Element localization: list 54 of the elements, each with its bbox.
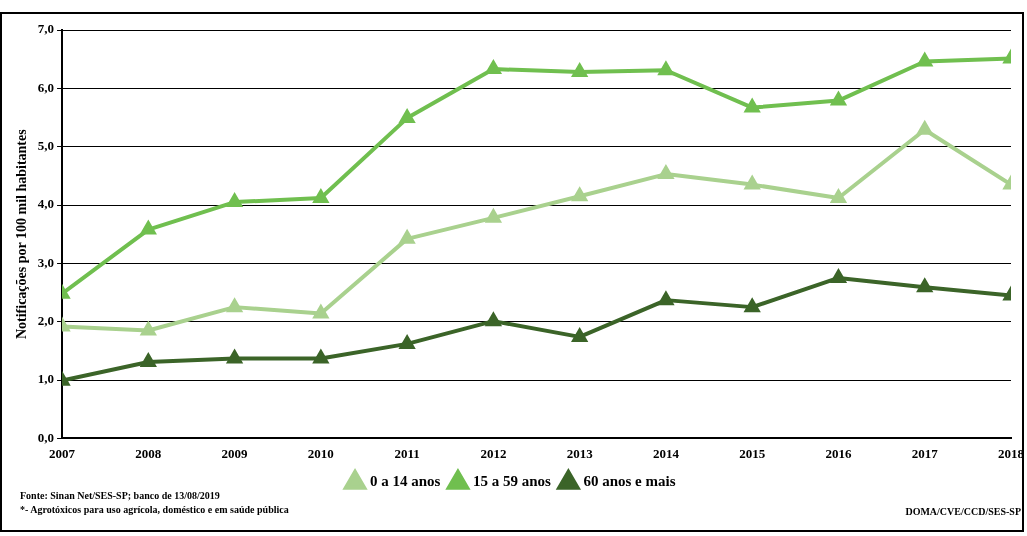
point [743, 97, 761, 113]
x-tick-label: 2012 [480, 445, 507, 461]
point [313, 350, 329, 364]
y-tick-label: 2,0 [37, 313, 55, 329]
point [917, 51, 934, 67]
point [227, 194, 242, 208]
point [141, 322, 156, 336]
point [572, 328, 587, 342]
y-axis-title: Notificações por 100 mil habitantes [14, 128, 30, 340]
legend-label: 60 anos e mais [583, 473, 676, 490]
y-tick-label: 3,0 [37, 254, 55, 270]
point [140, 219, 157, 235]
point [486, 313, 501, 327]
x-tick-label: 2017 [911, 445, 939, 461]
point [486, 209, 501, 223]
point [658, 292, 674, 306]
point [227, 350, 242, 364]
text: DOMA/CVE/CCD/SES-SP [905, 506, 1021, 517]
x-tick-label: 2016 [825, 445, 852, 461]
x-tick-label: 2015 [739, 445, 766, 461]
point [830, 90, 847, 106]
point [227, 299, 242, 313]
y-tick-label: 5,0 [37, 138, 55, 154]
legend-label: 0 a 14 anos [370, 473, 441, 490]
point [658, 166, 674, 180]
point [831, 190, 846, 204]
point [486, 61, 501, 75]
y-tick-label: 6,0 [37, 79, 55, 95]
x-tick-label: 2014 [652, 445, 680, 461]
y-tick-label: 0,0 [37, 429, 55, 445]
point [399, 335, 415, 349]
point [399, 230, 415, 244]
x-tick-label: 2013 [566, 445, 594, 461]
point [313, 190, 329, 204]
text: *- Agrotóxicos para uso agrícola, doméstico e em saúde pública [20, 504, 289, 515]
point [917, 279, 932, 293]
point [572, 188, 587, 202]
point [141, 353, 156, 367]
point [658, 62, 674, 76]
source-note: Fonte: Sinan Net/SES-SP; banco de 13/08/2019 [20, 490, 220, 501]
y-tick-label: 7,0 [37, 21, 55, 37]
x-tick-label: 2008 [135, 445, 162, 461]
point [917, 121, 932, 135]
point [831, 269, 846, 283]
y-tick-label: 1,0 [37, 371, 55, 387]
legend-label: 15 a 59 anos [472, 473, 552, 490]
point [572, 64, 587, 78]
x-tick-label: 2010 [307, 445, 334, 461]
point [399, 110, 415, 124]
x-tick-label: 2007 [49, 445, 76, 461]
x-tick-label: 2009 [221, 445, 249, 461]
x-tick-label: 2011 [394, 445, 420, 461]
y-tick-label: 4,0 [37, 196, 55, 212]
point [745, 299, 760, 313]
